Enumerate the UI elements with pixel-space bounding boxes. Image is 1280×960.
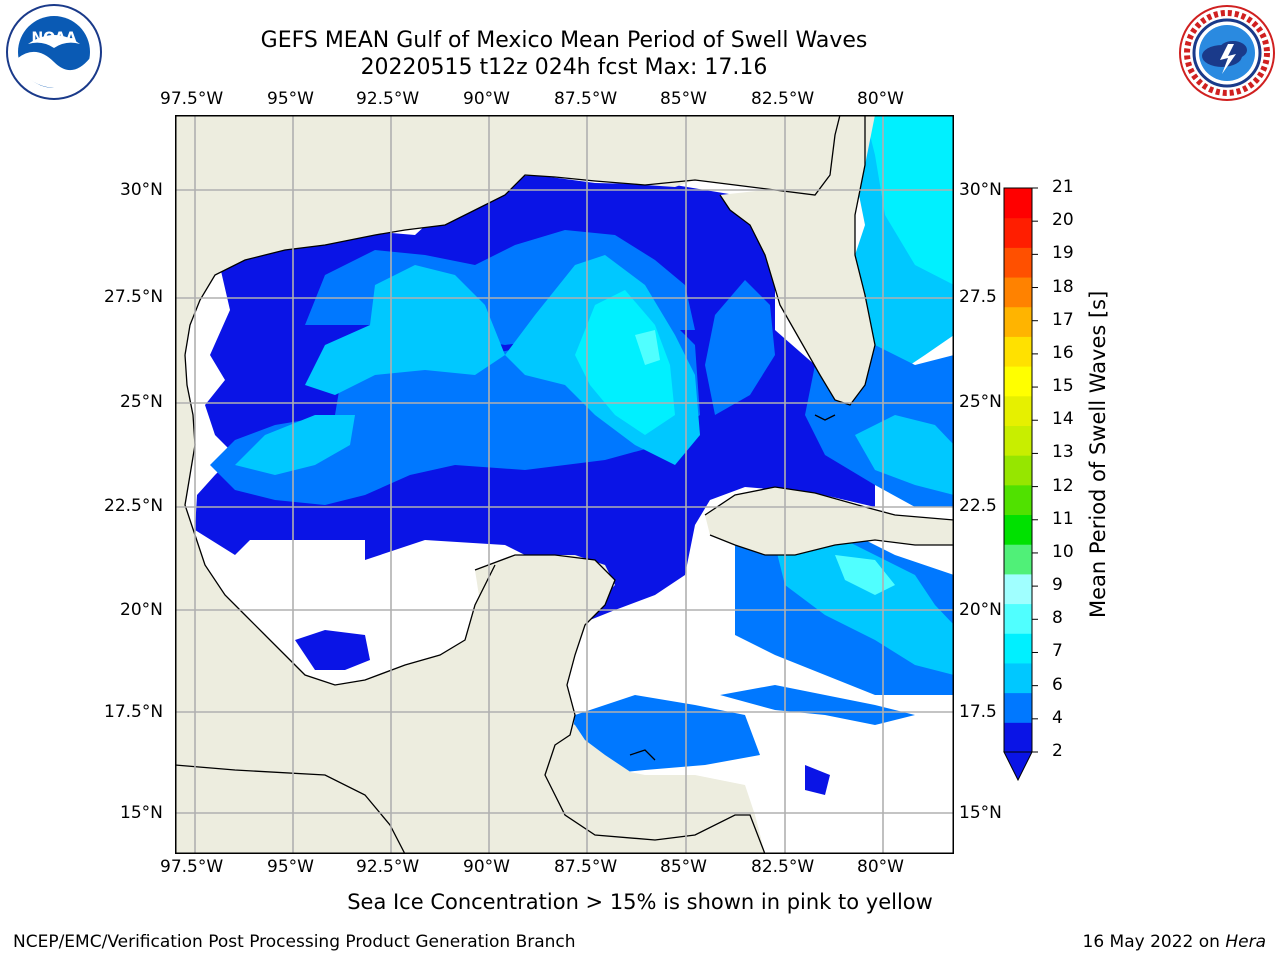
map-frame xyxy=(175,115,954,854)
lat-label-right: 30°N xyxy=(959,180,1002,200)
lat-label-left: 22.5°N xyxy=(104,496,164,516)
colorbar-tick-label: 11 xyxy=(1052,508,1074,529)
lat-label-left: 27.5°N xyxy=(104,287,164,307)
colorbar-segment xyxy=(1004,247,1032,278)
noaa-logo-text: NOAA xyxy=(32,30,77,46)
footer-right: 16 May 2022 on Hera xyxy=(1083,932,1267,952)
colorbar-tick-label: 10 xyxy=(1052,541,1074,562)
lon-label-top: 87.5°W xyxy=(554,89,618,109)
colorbar-segment xyxy=(1004,692,1032,723)
colorbar-tick-label: 19 xyxy=(1052,243,1074,264)
graticule xyxy=(175,115,954,854)
colorbar-segment xyxy=(1004,425,1032,456)
lon-label-bottom: 80°W xyxy=(857,857,904,877)
colorbar-frame xyxy=(1003,187,1033,753)
nws-logo xyxy=(1178,4,1276,102)
colorbar-segment xyxy=(1004,336,1032,367)
lon-label-bottom: 92.5°W xyxy=(356,857,420,877)
colorbar-segment xyxy=(1004,633,1032,664)
colorbar-ticks: 2 4 6 7 8 9 10 11 12 13 14 15 16 17 18 19 20 21 xyxy=(1052,0,1112,960)
colorbar-segment xyxy=(1004,544,1032,575)
footer-date: 16 May 2022 on xyxy=(1082,932,1220,952)
colorbar-tick-label: 7 xyxy=(1052,641,1063,662)
chart-title: GEFS MEAN Gulf of Mexico Mean Period of … xyxy=(260,28,868,53)
lon-label-bottom: 95°W xyxy=(267,857,314,877)
colorbar-segment xyxy=(1004,366,1032,397)
colorbar-segment xyxy=(1004,395,1032,426)
colorbar-tick-label: 20 xyxy=(1052,210,1074,231)
colorbar-tick-label: 2 xyxy=(1052,741,1063,761)
colorbar-tick-label: 21 xyxy=(1052,177,1074,197)
lon-label-bottom: 85°W xyxy=(660,857,707,877)
lat-label-right: 15°N xyxy=(959,803,1002,823)
colorbar-tick-label: 4 xyxy=(1052,707,1063,728)
land-mask xyxy=(175,115,954,854)
colorbar-tick-label: 17 xyxy=(1052,309,1074,330)
colorbar-segment xyxy=(1004,514,1032,545)
lat-label-left: 15°N xyxy=(120,803,163,823)
colorbar-tick-label: 9 xyxy=(1052,575,1063,596)
colorbar-tick-label: 14 xyxy=(1052,409,1074,430)
colorbar-tick-label: 12 xyxy=(1052,475,1074,496)
lon-label-top: 85°W xyxy=(660,89,707,109)
lon-label-top: 92.5°W xyxy=(356,89,420,109)
colorbar-tick-label: 18 xyxy=(1052,276,1074,297)
lon-label-bottom: 97.5°W xyxy=(160,857,224,877)
footer-left: NCEP/EMC/Verification Post Processing Pr… xyxy=(13,932,576,952)
colorbar-tick-label: 8 xyxy=(1052,608,1063,629)
lat-label-left: 30°N xyxy=(120,180,163,200)
lon-label-top: 90°W xyxy=(463,89,510,109)
colorbar-label: Mean Period of Swell Waves [s] xyxy=(1086,290,1110,618)
lat-label-right: 17.5 xyxy=(959,702,997,722)
colorbar-tick-label: 15 xyxy=(1052,376,1074,397)
lat-label-right: 20°N xyxy=(959,600,1002,620)
lat-label-left: 17.5°N xyxy=(104,702,164,722)
map-panel[interactable] xyxy=(175,115,954,854)
lon-label-bottom: 82.5°W xyxy=(751,857,815,877)
colorbar-segment xyxy=(1004,306,1032,337)
lon-label-bottom: 87.5°W xyxy=(554,857,618,877)
footer-host: Hera xyxy=(1225,932,1266,952)
lon-label-top: 80°W xyxy=(857,89,904,109)
colorbar-segment xyxy=(1004,217,1032,248)
noaa-logo: NOAA xyxy=(6,4,102,100)
chart-subtitle: 20220515 t12z 024h fcst Max: 17.16 xyxy=(360,55,768,80)
colorbar-segment xyxy=(1004,455,1032,486)
colorbar-segment xyxy=(1004,484,1032,516)
colorbar-tick-label: 16 xyxy=(1052,342,1074,363)
colorbar-extend-arrow xyxy=(1003,751,1033,782)
lon-label-top: 95°W xyxy=(267,89,314,109)
sea-ice-note: Sea Ice Concentration > 15% is shown in … xyxy=(347,890,933,914)
colorbar-segment xyxy=(1004,188,1032,219)
colorbar-segment xyxy=(1004,277,1032,308)
colorbar xyxy=(1000,186,1040,786)
colorbar-segment xyxy=(1004,662,1032,694)
colorbar-segment xyxy=(1004,722,1032,753)
lat-label-left: 20°N xyxy=(120,600,163,620)
lon-label-top: 97.5°W xyxy=(160,89,224,109)
lat-label-right: 22.5 xyxy=(959,496,997,516)
colorbar-tick-label: 13 xyxy=(1052,442,1074,463)
lat-label-left: 25°N xyxy=(120,392,163,412)
lat-label-right: 25°N xyxy=(959,392,1002,412)
lat-label-right: 27.5 xyxy=(959,287,997,307)
colorbar-tick-label: 6 xyxy=(1052,674,1063,695)
lon-label-bottom: 90°W xyxy=(463,857,510,877)
lon-label-top: 82.5°W xyxy=(751,89,815,109)
colorbar-segment xyxy=(1004,573,1032,605)
colorbar-segment xyxy=(1004,603,1032,634)
